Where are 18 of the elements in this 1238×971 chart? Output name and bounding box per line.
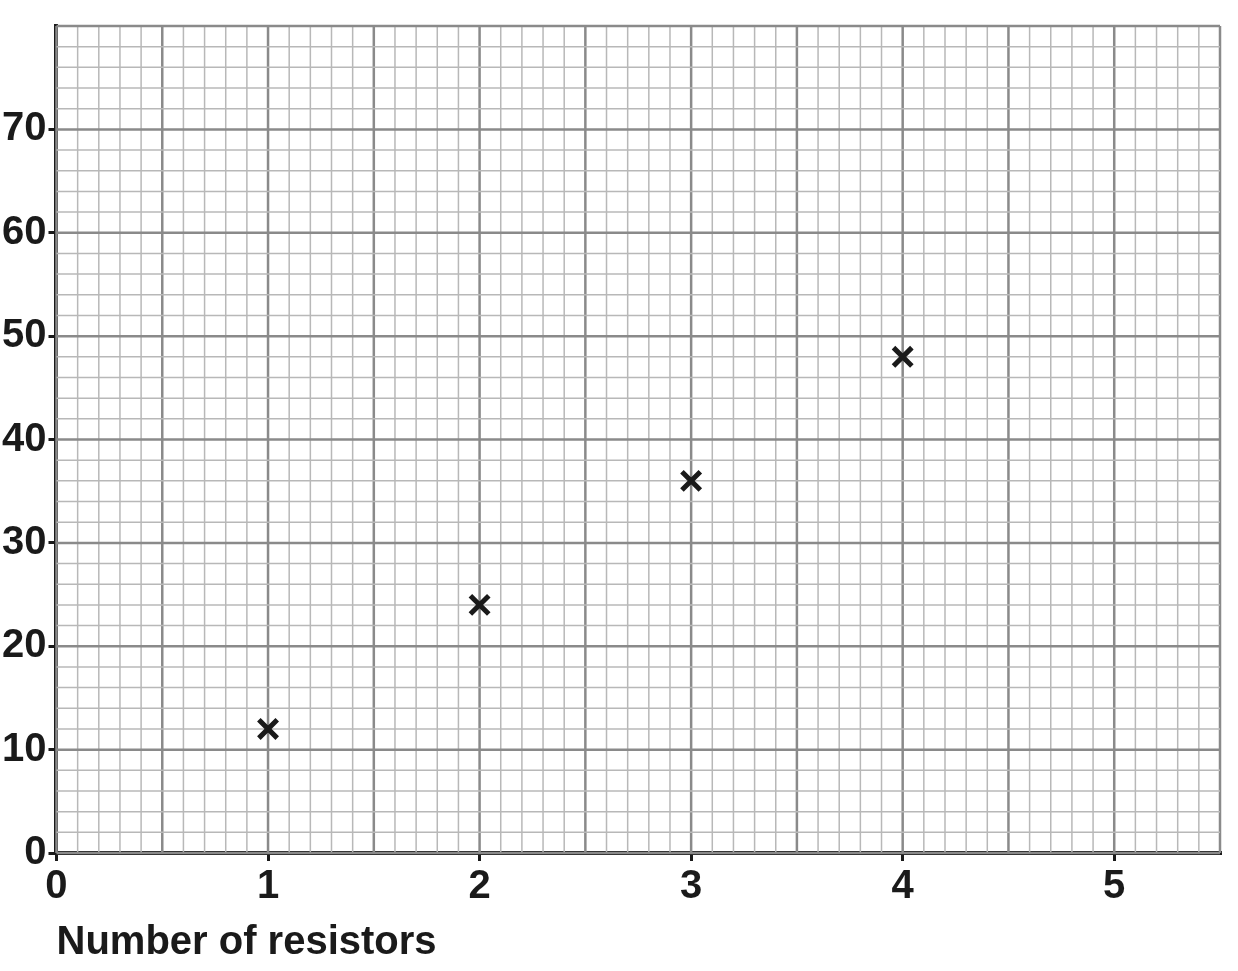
- x-tick-label: 4: [891, 862, 915, 907]
- y-tick-label: 30: [1, 517, 47, 562]
- point: [890, 345, 915, 369]
- point: [679, 469, 703, 493]
- x-tick-label: 3: [680, 862, 703, 907]
- y-tick-label: 60: [1, 207, 47, 252]
- x-axis-title: Number of resistors: [56, 918, 437, 963]
- y-tick-label: 0: [24, 828, 47, 873]
- x-tick-label: 2: [468, 862, 491, 907]
- y-tick-label: 50: [1, 311, 47, 356]
- y-tick-label: 70: [1, 104, 47, 149]
- point: [467, 593, 492, 617]
- y-tick-label: 40: [1, 414, 47, 459]
- x-tick-label: 5: [1103, 862, 1126, 907]
- point: [256, 717, 280, 741]
- y-tick-label: 20: [1, 621, 47, 666]
- y-tick-label: 10: [1, 724, 47, 769]
- x-tick-label: 1: [256, 862, 280, 907]
